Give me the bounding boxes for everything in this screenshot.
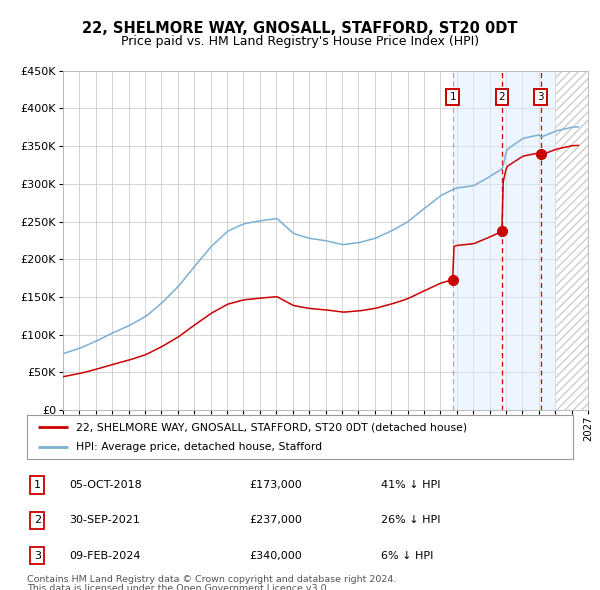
Text: 3: 3 bbox=[537, 92, 544, 102]
Text: £173,000: £173,000 bbox=[249, 480, 302, 490]
Text: 2: 2 bbox=[499, 92, 505, 102]
Bar bbox=[555, 71, 588, 410]
Text: 6% ↓ HPI: 6% ↓ HPI bbox=[381, 551, 433, 560]
Text: £340,000: £340,000 bbox=[249, 551, 302, 560]
Bar bbox=[452, 71, 555, 410]
Text: 3: 3 bbox=[34, 551, 41, 560]
Text: 41% ↓ HPI: 41% ↓ HPI bbox=[381, 480, 440, 490]
Text: Contains HM Land Registry data © Crown copyright and database right 2024.: Contains HM Land Registry data © Crown c… bbox=[27, 575, 397, 584]
Text: 26% ↓ HPI: 26% ↓ HPI bbox=[381, 516, 440, 525]
Text: 2: 2 bbox=[34, 516, 41, 525]
Text: £237,000: £237,000 bbox=[249, 516, 302, 525]
Text: This data is licensed under the Open Government Licence v3.0.: This data is licensed under the Open Gov… bbox=[27, 584, 329, 590]
Text: 05-OCT-2018: 05-OCT-2018 bbox=[69, 480, 142, 490]
Text: Price paid vs. HM Land Registry's House Price Index (HPI): Price paid vs. HM Land Registry's House … bbox=[121, 35, 479, 48]
Text: 30-SEP-2021: 30-SEP-2021 bbox=[69, 516, 140, 525]
Bar bbox=[555, 71, 588, 410]
Text: 1: 1 bbox=[449, 92, 456, 102]
Text: HPI: Average price, detached house, Stafford: HPI: Average price, detached house, Staf… bbox=[76, 442, 322, 451]
Text: 22, SHELMORE WAY, GNOSALL, STAFFORD, ST20 0DT (detached house): 22, SHELMORE WAY, GNOSALL, STAFFORD, ST2… bbox=[76, 422, 467, 432]
Text: 09-FEB-2024: 09-FEB-2024 bbox=[69, 551, 140, 560]
Text: 1: 1 bbox=[34, 480, 41, 490]
Text: 22, SHELMORE WAY, GNOSALL, STAFFORD, ST20 0DT: 22, SHELMORE WAY, GNOSALL, STAFFORD, ST2… bbox=[82, 21, 518, 35]
